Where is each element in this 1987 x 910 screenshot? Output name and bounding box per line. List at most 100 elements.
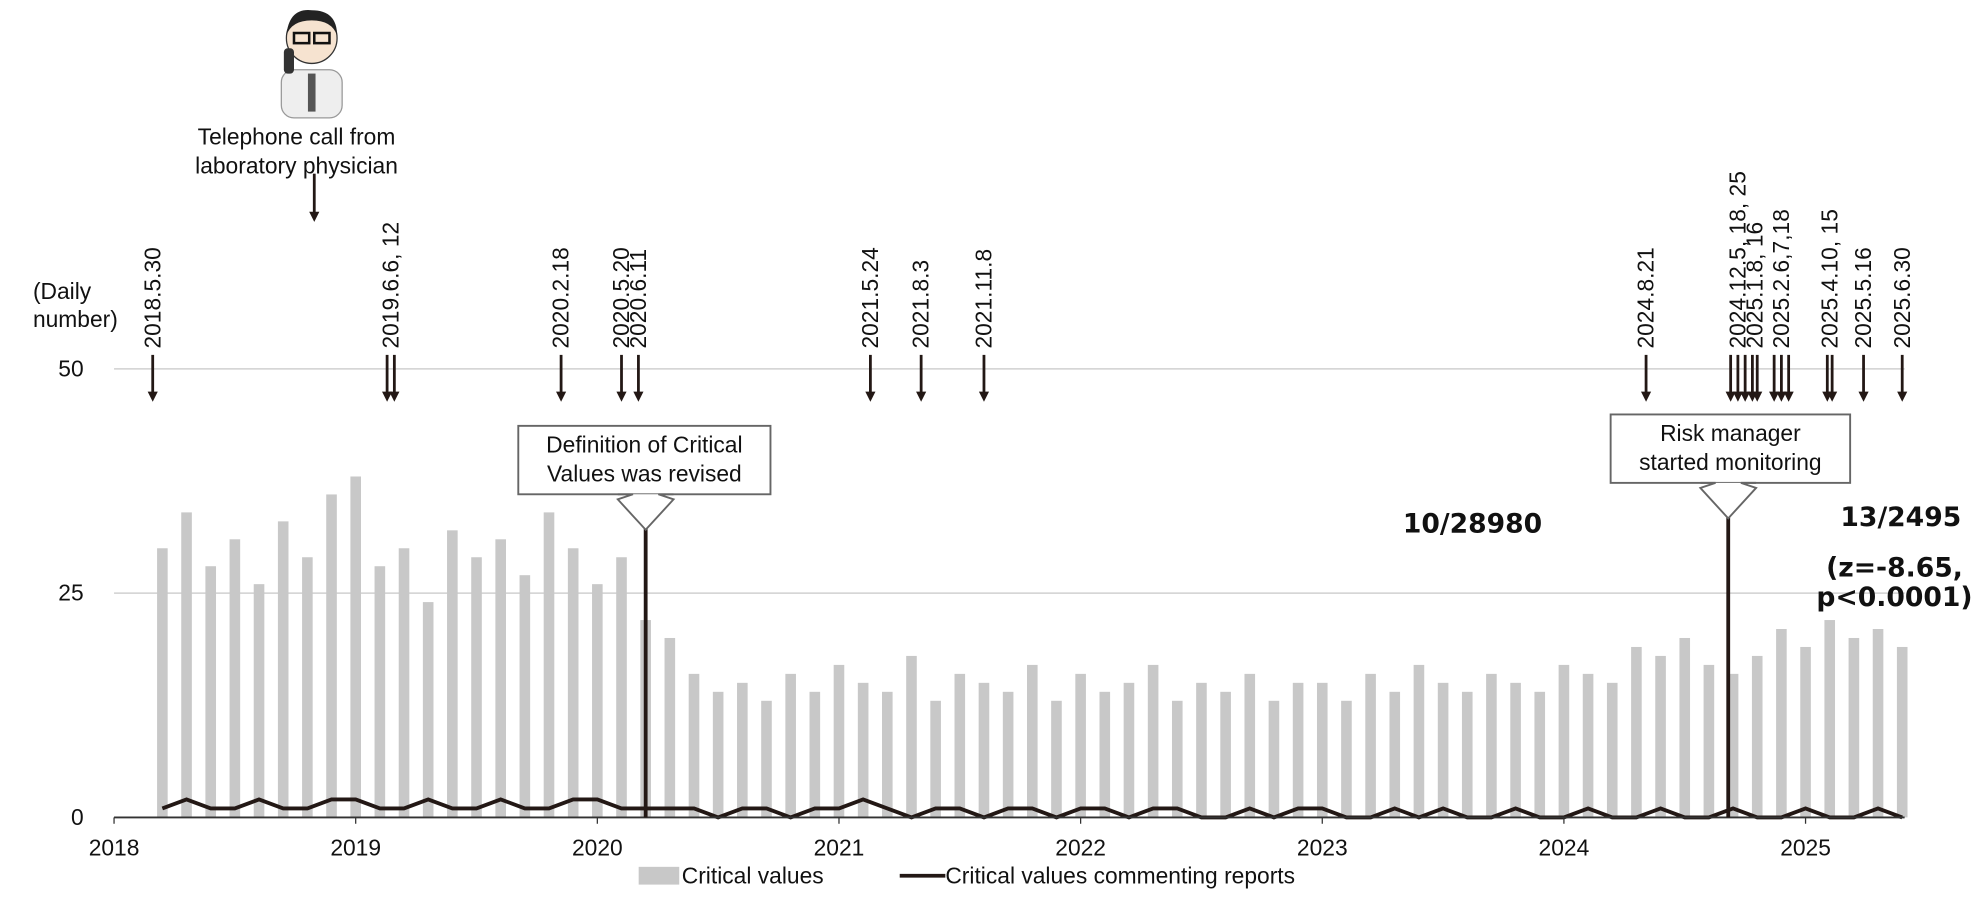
bar xyxy=(1051,700,1062,818)
y-tick-label: 25 xyxy=(58,580,83,606)
date-label: 2025.1.8, 16 xyxy=(1741,222,1767,349)
bar xyxy=(1244,673,1256,818)
bar xyxy=(737,682,748,818)
bar xyxy=(954,673,966,818)
callout-text: Risk manager xyxy=(1660,420,1801,446)
date-arrow-head xyxy=(1725,391,1736,402)
bar xyxy=(1292,682,1304,818)
date-arrow-head xyxy=(1752,391,1763,402)
bar xyxy=(1026,664,1038,818)
bar xyxy=(712,691,724,818)
bar xyxy=(1437,682,1449,818)
ratio-text: p<0.0001) xyxy=(1816,582,1972,613)
bar xyxy=(857,682,869,818)
bar xyxy=(1461,691,1473,818)
bar xyxy=(253,584,265,818)
callout-box xyxy=(517,424,772,496)
bar xyxy=(1075,673,1086,818)
date-label: 2021.5.24 xyxy=(857,247,883,349)
bar xyxy=(157,548,168,818)
y-axis-label: number) xyxy=(33,306,118,332)
bar xyxy=(809,691,821,818)
callout-text: Values was revised xyxy=(547,461,742,487)
bar xyxy=(350,476,361,818)
bar xyxy=(1196,682,1207,818)
x-tick-label: 2018 xyxy=(89,834,140,860)
bar xyxy=(1389,691,1401,818)
date-label: 2025.6.30 xyxy=(1889,247,1915,348)
date-arrow-head xyxy=(978,391,990,402)
bar xyxy=(1872,629,1884,818)
bar xyxy=(1703,664,1715,818)
bar xyxy=(592,584,603,818)
date-label: 2020.6.11 xyxy=(625,249,651,349)
bar xyxy=(1534,691,1546,818)
ratio-text: 13/2495 xyxy=(1840,502,1961,533)
bar xyxy=(664,637,676,818)
bar xyxy=(1316,682,1328,818)
date-arrow-head xyxy=(1776,391,1787,402)
x-tick-label: 2021 xyxy=(814,834,865,860)
ratio-text: (z=-8.65, xyxy=(1826,553,1963,584)
x-tick-label: 2022 xyxy=(1055,834,1106,860)
bar xyxy=(1365,673,1376,818)
date-arrow-head xyxy=(147,391,158,402)
bar xyxy=(519,575,531,818)
bar xyxy=(1824,620,1836,818)
bar xyxy=(398,548,410,818)
callout-text: Definition of Critical xyxy=(546,431,742,457)
bar xyxy=(1147,664,1159,818)
date-arrow-head xyxy=(556,391,567,402)
bar xyxy=(471,557,482,818)
bar xyxy=(543,512,555,818)
note-arrow-head xyxy=(309,211,320,222)
bar xyxy=(1679,637,1691,818)
bar xyxy=(1558,664,1570,818)
x-tick-label: 2023 xyxy=(1297,834,1348,860)
bar xyxy=(229,539,241,818)
bar xyxy=(422,602,434,818)
bar xyxy=(1171,700,1183,818)
bar xyxy=(833,664,845,818)
bar xyxy=(761,700,772,818)
date-arrow-head xyxy=(1769,391,1780,402)
x-tick-label: 2020 xyxy=(572,834,623,860)
date-arrow-head xyxy=(865,391,876,402)
bar xyxy=(1099,691,1111,818)
x-tick-label: 2019 xyxy=(330,834,381,860)
date-arrow-head xyxy=(1732,391,1743,402)
bar xyxy=(567,548,579,818)
x-tick-label: 2025 xyxy=(1780,834,1831,860)
bar xyxy=(302,557,313,818)
bar xyxy=(1606,682,1618,818)
date-arrow-head xyxy=(382,391,393,402)
bar xyxy=(1751,655,1763,818)
date-label: 2024.12.5, 18, 25 xyxy=(1724,171,1750,348)
bar xyxy=(1896,646,1908,818)
x-tick-label: 2024 xyxy=(1539,834,1590,860)
bar xyxy=(1800,646,1811,818)
date-label: 2020.5.20 xyxy=(608,247,634,348)
bar xyxy=(1655,655,1666,818)
legend-swatch xyxy=(638,866,680,885)
note-text: Telephone call from xyxy=(198,124,396,150)
bar xyxy=(1582,673,1594,818)
bar xyxy=(205,566,217,818)
date-arrow-head xyxy=(1783,391,1794,402)
date-label: 2025.4.10, 15 xyxy=(1816,209,1842,348)
date-arrow-head xyxy=(916,391,927,402)
bar xyxy=(1631,646,1642,818)
bar xyxy=(277,521,289,818)
bar xyxy=(978,682,990,818)
date-arrow-head xyxy=(1858,391,1869,402)
date-arrow-head xyxy=(1897,391,1908,402)
date-arrow-head xyxy=(389,391,400,402)
callout-box xyxy=(1609,413,1852,484)
bar xyxy=(906,655,917,818)
bar xyxy=(1510,682,1521,818)
bar xyxy=(326,494,337,818)
bar xyxy=(930,700,941,818)
y-tick-label: 50 xyxy=(58,355,83,381)
bar xyxy=(1268,700,1280,818)
